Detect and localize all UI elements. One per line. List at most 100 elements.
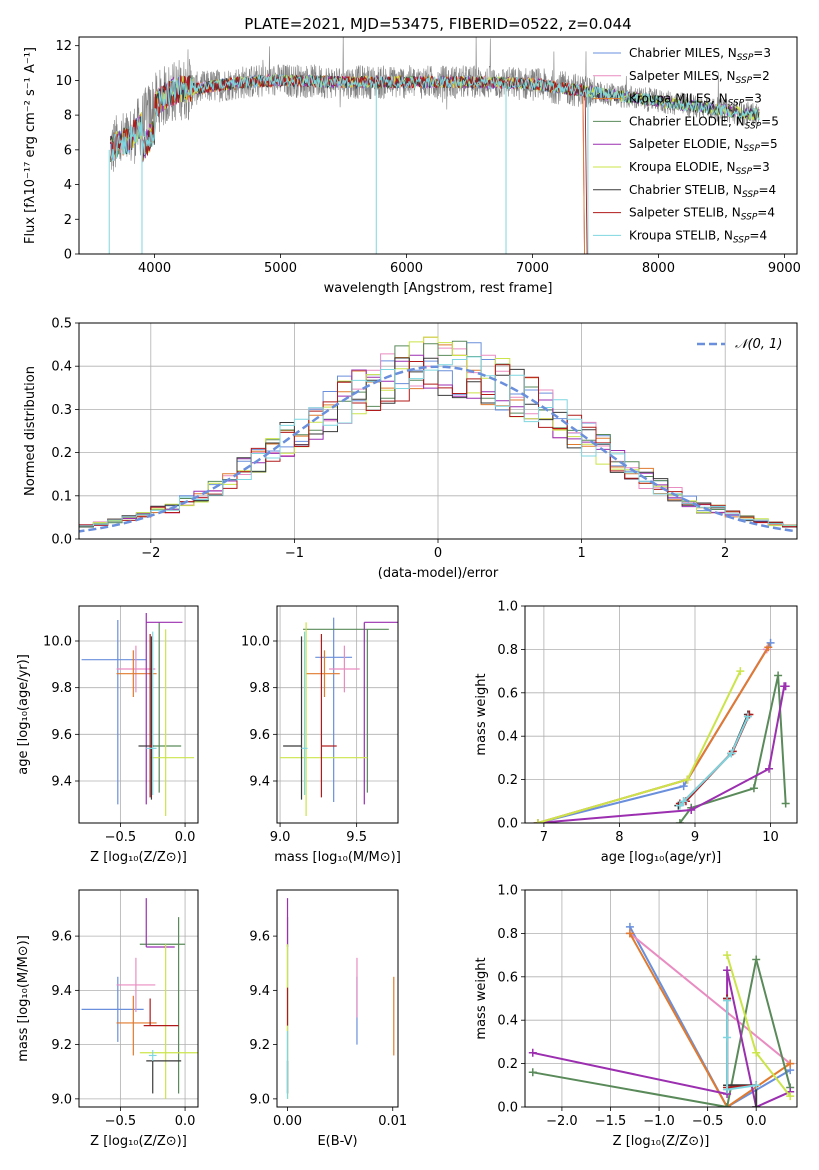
series-marker-chabrier_elodie	[675, 819, 684, 823]
residuals-ylabel: Normed distribution	[23, 366, 38, 496]
age_vs_mass-xtick-label: 9.0	[270, 830, 291, 845]
age_vs_Z-xtick-label: 0.0	[175, 830, 196, 845]
spectrum-ytick-label: 10	[55, 74, 72, 89]
weight_vs_Z-ytick-label: 1.0	[497, 884, 518, 899]
legend-subscript: SSP	[745, 121, 762, 131]
residuals-plot-area	[79, 336, 797, 533]
spectrum-ytick-label: 4	[64, 178, 72, 193]
series-marker-kroupa_stelib	[679, 797, 688, 806]
series-line-salpeter_stelib	[679, 714, 751, 805]
legend-text: Kroupa MILES, N	[629, 92, 728, 106]
mass_vs_ebv-xtick-label: 0.01	[378, 1114, 407, 1129]
spectrum-xtick-label: 9000	[768, 261, 801, 276]
series-marker-kroupa_elodie	[723, 951, 732, 960]
weight_vs_Z-xlabel: Z [log₁₀(Z/Z⊙)]	[613, 1134, 710, 1149]
legend-suffix: =3	[753, 46, 771, 60]
mass_vs_Z-frame	[78, 889, 199, 1108]
series-marker-chabrier_elodie	[749, 784, 758, 793]
series-marker-kroupa_miles	[764, 643, 773, 652]
legend-suffix: =5	[760, 137, 778, 151]
mass_vs_ebv-xtick-label: 0.00	[273, 1114, 302, 1129]
legend-text: Kroupa ELODIE, N	[629, 160, 736, 174]
weight_vs_age-ytick-label: 0.6	[497, 686, 518, 701]
residuals-ytick-label: 0.2	[51, 446, 72, 461]
legend-text: Salpeter MILES, N	[629, 69, 736, 83]
legend-subscript: SSP	[743, 144, 760, 154]
series-marker-kroupa_stelib	[727, 749, 736, 758]
spectrum-axes: 4000 5000 6000 7000 8000 9000 0 2 4 6 8 10 12 wavelen…	[23, 36, 801, 296]
weight_vs_Z-ytick-label: 0.4	[497, 1014, 518, 1029]
legend-subscript: SSP	[736, 167, 753, 177]
mass_vs_Z-xtick-label: −0.5	[105, 1114, 137, 1129]
residuals-ytick-label: 0.0	[51, 533, 72, 548]
legend-text: Kroupa STELIB, N	[629, 228, 733, 242]
spectrum-title: PLATE=2021, MJD=53475, FIBERID=0522, z=0…	[244, 15, 631, 33]
spectrum-xtick-label: 7000	[516, 261, 549, 276]
legend-subscript: SSP	[742, 190, 759, 200]
age_vs_Z-xtick-label: −0.5	[105, 830, 137, 845]
mass_vs_ebv-frame	[276, 889, 399, 1108]
residuals-frame	[78, 322, 798, 540]
mass_vs_ebv-ytick-label: 9.2	[249, 1038, 270, 1053]
legend-label-chabrier_miles: Chabrier MILES, NSSP=3	[629, 46, 771, 63]
age_vs_Z-plot-area	[81, 613, 195, 816]
spectrum-ytick-label: 0	[64, 248, 72, 263]
legend-text: Salpeter STELIB, N	[629, 206, 741, 220]
weight_vs_Z-frame	[524, 889, 798, 1108]
series-marker-salpeter_elodie	[765, 764, 774, 773]
mass_vs_Z-xtick-label: 0.0	[175, 1114, 196, 1129]
legend-label-kroupa_elodie: Kroupa ELODIE, NSSP=3	[629, 160, 770, 177]
mass_vs_Z-plot-area	[81, 898, 198, 1099]
mass_vs_ebv-xlabel: E(B-V)	[317, 1134, 357, 1149]
legend-label-gauss: 𝒩(0, 1)	[735, 337, 782, 352]
spectrum-ytick-label: 6	[64, 143, 72, 158]
weight_vs_age-xtick-label: 10	[762, 830, 779, 845]
weight_vs_Z-axes: −2.0 −1.5 −1.0 −0.5 0.0 0.0 0.2 0.4 0.6 0.8 1.0 Z […	[474, 884, 798, 1149]
legend-suffix: =3	[752, 160, 770, 174]
series-marker-kroupa_stelib	[723, 1085, 732, 1094]
series-marker-salpeter_elodie	[723, 966, 732, 975]
age_vs_Z-ytick-label: 10.0	[43, 635, 72, 650]
age_vs_mass-plot-area	[280, 617, 398, 816]
residuals-ytick-label: 0.5	[51, 317, 72, 332]
residuals-xtick-label: 0	[434, 546, 442, 561]
weight_vs_Z-plot-area	[528, 922, 795, 1107]
series-marker-kroupa_elodie	[533, 819, 542, 823]
weight_vs_Z-ytick-label: 0.6	[497, 970, 518, 985]
series-marker-kroupa_elodie	[736, 667, 745, 676]
series-marker-kroupa_elodie	[683, 775, 692, 784]
spectrum-xtick-label: 8000	[642, 261, 675, 276]
series-marker-chabrier_elodie	[528, 1068, 537, 1077]
series-marker-salpeter_elodie	[528, 1048, 537, 1057]
residuals-xtick-label: 2	[721, 546, 729, 561]
mass_vs_Z-xlabel: Z [log₁₀(Z/Z⊙)]	[90, 1134, 187, 1149]
legend-label-chabrier_stelib: Chabrier STELIB, NSSP=4	[629, 183, 776, 200]
spectrum-data-line	[110, 37, 760, 172]
age_vs_Z-ytick-label: 9.4	[51, 775, 72, 790]
age_vs_mass-ytick-label: 9.4	[249, 775, 270, 790]
series-marker-kroupa_elodie	[786, 1092, 795, 1101]
legend-label-kroupa_stelib: Kroupa STELIB, NSSP=4	[629, 228, 767, 245]
series-marker-kroupa_miles	[625, 929, 634, 938]
weight_vs_age-ylabel: mass weight	[474, 673, 489, 755]
age_vs_Z-axes: −0.5 0.0 9.4 9.6 9.8 10.0 Z [log₁₀(Z/Z⊙)] age […	[16, 605, 199, 865]
legend-subscript: SSP	[741, 213, 758, 223]
spectrum-frame	[78, 36, 798, 255]
residuals-ytick-label: 0.1	[51, 489, 72, 504]
legend-label-kroupa_miles: Kroupa MILES, NSSP=3	[629, 92, 762, 109]
series-line-chabrier_miles	[629, 926, 791, 1107]
series-line-kroupa_stelib	[679, 716, 749, 807]
series-marker-chabrier_stelib	[752, 1103, 761, 1107]
mass_vs_ebv-ytick-label: 9.4	[249, 984, 270, 999]
series-marker-chabrier_miles	[766, 638, 775, 647]
series-line-chabrier_miles	[537, 642, 772, 823]
residuals-xtick-label: −2	[141, 546, 160, 561]
series-marker-kroupa_stelib	[752, 1081, 761, 1090]
legend-suffix: =5	[761, 114, 779, 128]
series-line-kroupa_stelib	[726, 1000, 757, 1091]
mass_vs_Z-ylabel: mass [log₁₀(M/M⊙)]	[16, 935, 31, 1062]
spectrum-ytick-label: 8	[64, 109, 72, 124]
mass_vs_Z-ytick-label: 9.0	[51, 1092, 72, 1107]
legend-subscript: SSP	[733, 235, 750, 245]
